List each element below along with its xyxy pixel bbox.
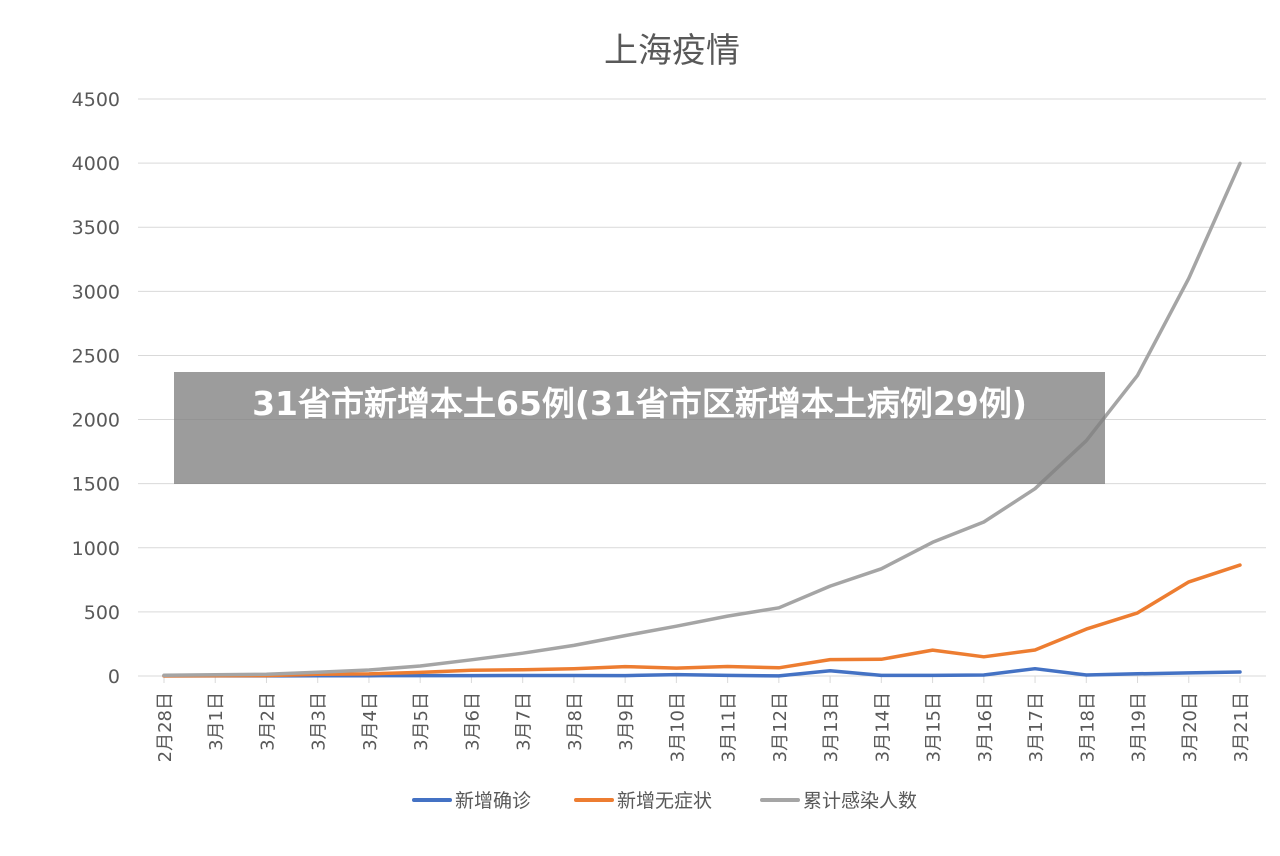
x-axis-tick-labels: 2月28日 3月1日 3月2日 3月3日 3月4日 3月5日 3月6日 3月7日 3月8日 3月9… (155, 676, 1252, 762)
x-tick-label: 3月4日 (360, 692, 381, 751)
x-tick-label: 3月11日 (719, 692, 740, 762)
x-tick-label: 3月6日 (462, 692, 483, 751)
headline-overlay: 31省市新增本土65例(31省市区新增本土病例29例) (174, 372, 1105, 484)
y-tick-label-2000: 2000 (72, 410, 120, 432)
x-tick-label: 3月2日 (257, 692, 278, 751)
legend: 新增确诊 新增无症状 累计感染人数 (412, 790, 917, 812)
x-tick-label: 3月18日 (1077, 692, 1098, 762)
y-axis-tick-labels: 0 500 1000 1500 2000 2500 3000 3500 4000 4500 (72, 89, 120, 688)
x-tick-label: 3月21日 (1231, 692, 1252, 762)
x-tick-label: 3月5日 (411, 692, 432, 751)
x-tick-label: 3月9日 (616, 692, 637, 751)
x-tick-label: 3月14日 (872, 692, 893, 762)
y-tick-label-4500: 4500 (72, 89, 120, 111)
x-tick-label: 3月13日 (821, 692, 842, 762)
y-tick-label-1500: 1500 (72, 474, 120, 496)
y-tick-label-500: 500 (84, 602, 120, 624)
y-tick-label-3500: 3500 (72, 217, 120, 239)
x-tick-label: 3月16日 (975, 692, 996, 762)
legend-label-1: 新增确诊 (455, 790, 531, 812)
x-tick-label: 3月19日 (1129, 692, 1150, 762)
x-tick-label: 3月15日 (924, 692, 945, 762)
x-tick-label: 3月1日 (206, 692, 227, 751)
x-tick-label: 3月20日 (1180, 692, 1201, 762)
y-tick-label-2500: 2500 (72, 345, 120, 367)
series-line-2 (162, 563, 1242, 678)
legend-label-3: 累计感染人数 (803, 790, 917, 812)
y-tick-label-4000: 4000 (72, 153, 120, 175)
grid-lines (138, 98, 1266, 677)
x-tick-label: 3月17日 (1026, 692, 1047, 762)
headline-text: 31省市新增本土65例(31省市区新增本土病例29例) (252, 384, 1027, 423)
x-tick-label: 3月8日 (565, 692, 586, 751)
x-tick-label: 3月12日 (770, 692, 791, 762)
chart-title: 上海疫情 (604, 31, 740, 71)
x-tick-label: 3月10日 (667, 692, 688, 762)
x-tick-label: 2月28日 (155, 692, 176, 762)
x-tick-label: 3月7日 (514, 692, 535, 751)
y-tick-label-3000: 3000 (72, 281, 120, 303)
x-tick-label: 3月3日 (309, 692, 330, 751)
legend-label-2: 新增无症状 (617, 790, 712, 812)
y-tick-label-1000: 1000 (72, 538, 120, 560)
y-tick-label-0: 0 (108, 666, 120, 688)
